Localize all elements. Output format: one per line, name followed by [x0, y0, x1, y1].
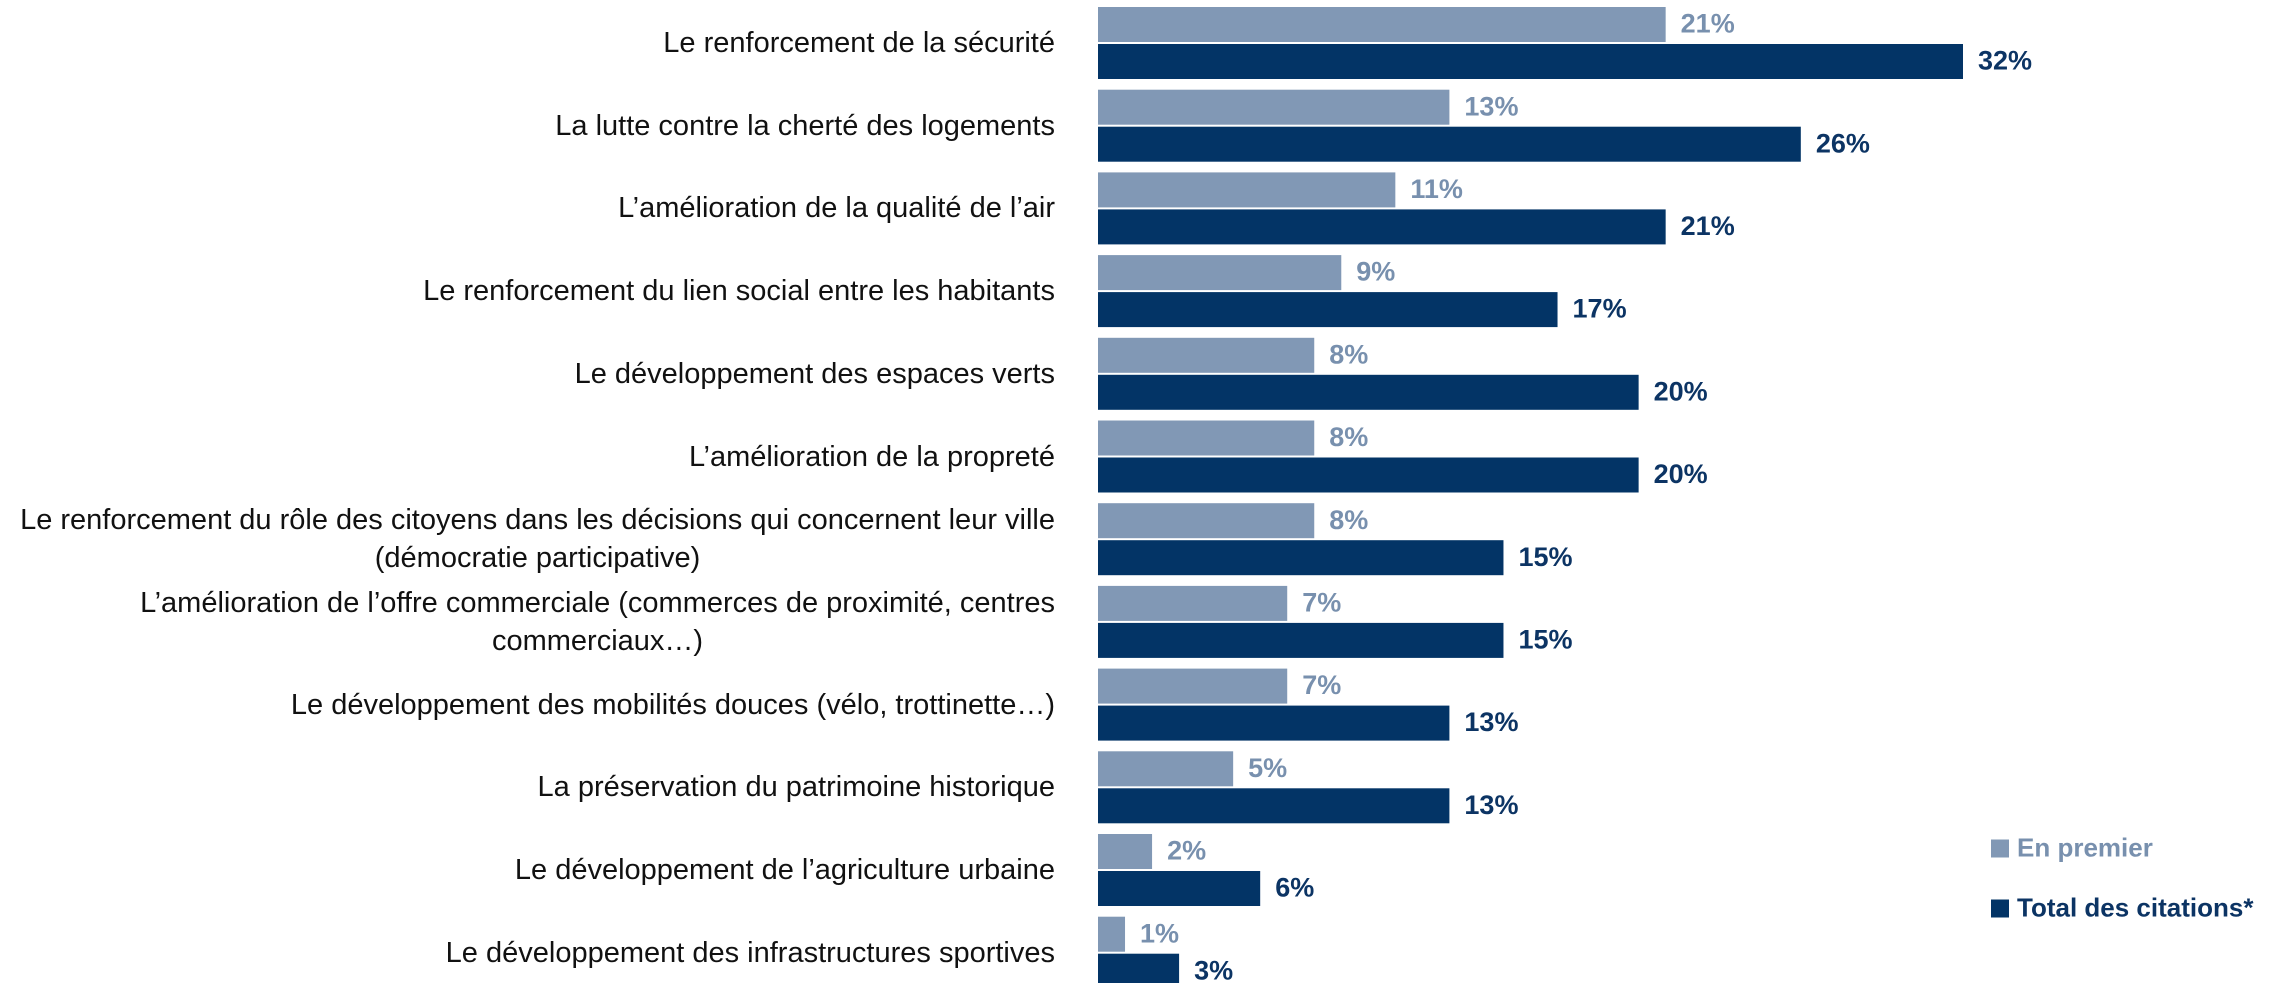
legend-text: Total des citations* [2017, 892, 2254, 923]
bar [1098, 337, 1315, 373]
value-label: 1% [1140, 918, 1179, 948]
category-label: Le développement de l’agriculture urbain… [515, 851, 1055, 889]
category-label: Le développement des mobilités douces (v… [291, 686, 1055, 724]
category-text: Le développement de l’agriculture urbain… [514, 854, 1055, 886]
legend-swatch [1991, 839, 2009, 858]
bar [1098, 44, 1963, 79]
category-label: Le renforcement du lien social entre les… [423, 272, 1055, 310]
legend-entry: Total des citations* [1991, 893, 2253, 924]
bar [1098, 126, 1801, 162]
value-label: 8% [1329, 505, 1368, 535]
bar [1098, 7, 1666, 42]
category-label: Le renforcement du rôle des citoyens dan… [20, 501, 1055, 577]
category-text: La préservation du patrimoine historique [537, 771, 1055, 804]
value-label: 20% [1654, 459, 1708, 489]
value-label: 17% [1573, 294, 1627, 324]
bar [1098, 834, 1153, 869]
bar [1098, 622, 1504, 658]
value-label: 26% [1816, 128, 1870, 158]
bar [1098, 457, 1639, 493]
category-text: Le développement des espaces verts [574, 357, 1055, 390]
value-label: 7% [1302, 588, 1341, 618]
category-label: Le développement des espaces verts [575, 355, 1055, 393]
category-text: Le renforcement de la sécurité [663, 27, 1055, 59]
bar [1098, 503, 1315, 539]
value-label: 13% [1464, 91, 1518, 121]
bar [1098, 585, 1288, 621]
bar [1098, 916, 1126, 952]
category-label: L’amélioration de la propreté [689, 438, 1055, 476]
category-text: Le développement des mobilités douces (v… [290, 688, 1055, 721]
category-label: La lutte contre la cherté des logements [555, 107, 1055, 145]
bar [1098, 209, 1666, 245]
category-text: L’amélioration de la propreté [689, 440, 1055, 473]
value-label: 21% [1681, 9, 1735, 39]
bar [1098, 705, 1450, 741]
value-label: 15% [1518, 625, 1572, 655]
bar [1098, 89, 1450, 125]
legend-text: En premier [2017, 832, 2153, 863]
value-label: 11% [1410, 174, 1463, 204]
value-label: 32% [1978, 46, 2032, 76]
category-label: Le développement des infrastructures spo… [446, 934, 1055, 972]
value-label: 9% [1356, 257, 1395, 287]
category-text: La lutte contre la cherté des logements [555, 109, 1055, 142]
value-label: 21% [1681, 211, 1735, 241]
category-text: Le développement des infrastructures spo… [445, 936, 1055, 969]
bar [1098, 292, 1558, 328]
value-label: 13% [1464, 707, 1518, 737]
value-label: 8% [1329, 422, 1368, 452]
category-label: Le renforcement de la sécurité [663, 24, 1055, 62]
bar [1098, 668, 1288, 704]
category-label: L’amélioration de la qualité de l’air [618, 189, 1055, 227]
value-label: 6% [1275, 873, 1314, 903]
category-label: La préservation du patrimoine historique [538, 768, 1055, 806]
legend-swatch [1991, 899, 2009, 918]
value-label: 5% [1248, 753, 1287, 783]
legend-entry: En premier [1991, 833, 2153, 864]
bar [1098, 953, 1180, 983]
value-label: 20% [1654, 376, 1708, 406]
value-label: 15% [1518, 542, 1572, 572]
bar [1098, 751, 1234, 787]
category-text: L’amélioration de la qualité de l’air [618, 192, 1055, 225]
bar [1098, 788, 1450, 824]
bar [1098, 871, 1261, 906]
bar [1098, 540, 1504, 576]
category-label: L’amélioration de l’offre commerciale (c… [140, 584, 1055, 660]
category-text: L’amélioration de l’offre commerciale (c… [140, 586, 1055, 657]
category-text: Le renforcement du lien social entre les… [423, 275, 1055, 308]
bar [1098, 420, 1315, 456]
bar [1098, 172, 1396, 208]
value-label: 7% [1302, 670, 1341, 700]
category-text: Le renforcement du rôle des citoyens dan… [20, 504, 1055, 575]
value-label: 2% [1167, 836, 1206, 866]
value-label: 8% [1329, 339, 1368, 369]
value-label: 3% [1194, 955, 1233, 983]
bar [1098, 255, 1342, 291]
bar [1098, 374, 1639, 410]
value-label: 13% [1464, 790, 1518, 820]
